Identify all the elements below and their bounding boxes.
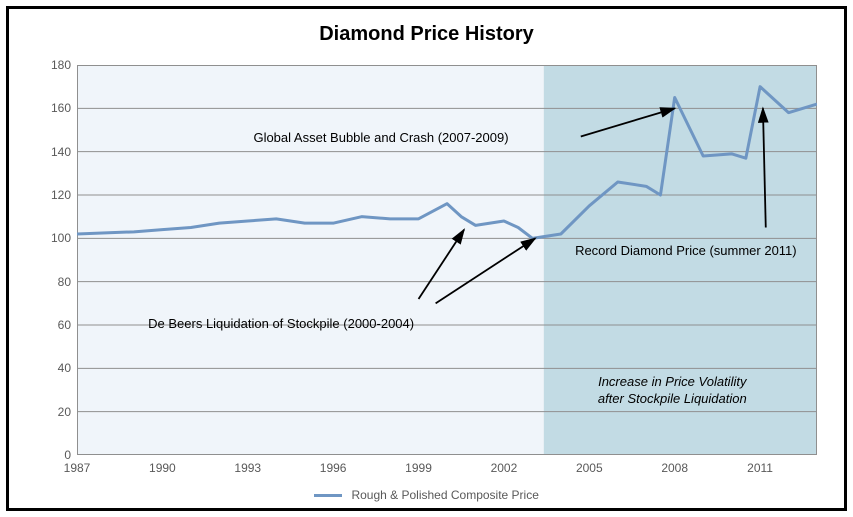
y-tick-label: 140 [51,145,71,159]
y-tick-label: 180 [51,58,71,72]
legend-label: Rough & Polished Composite Price [351,488,538,502]
y-tick-label: 20 [58,405,71,419]
y-tick-label: 80 [58,275,71,289]
x-tick-label: 2011 [747,461,773,475]
legend-swatch [314,494,342,497]
x-tick-label: 1996 [320,461,347,475]
chart-title: Diamond Price History [9,23,844,46]
y-tick-label: 40 [58,361,71,375]
y-tick-label: 120 [51,188,71,202]
annotation-bubble: Global Asset Bubble and Crash (2007-2009… [253,130,508,145]
y-tick-label: 160 [51,101,71,115]
annotation-record: Record Diamond Price (summer 2011) [575,243,797,258]
x-tick-label: 1987 [64,461,91,475]
y-tick-label: 60 [58,318,71,332]
chart-frame: Diamond Price History 020406080100120140… [6,6,847,511]
annotation-debeers: De Beers Liquidation of Stockpile (2000-… [148,316,414,331]
plot-area: 0204060801001201401601801987199019931996… [77,65,817,455]
y-tick-label: 0 [64,448,71,462]
x-tick-label: 2002 [491,461,518,475]
x-tick-label: 1999 [405,461,432,475]
x-tick-label: 2008 [661,461,688,475]
chart-legend: Rough & Polished Composite Price [9,488,844,502]
y-tick-label: 100 [51,231,71,245]
annotation-volatility: Increase in Price Volatilityafter Stockp… [598,373,747,408]
x-tick-label: 1990 [149,461,176,475]
x-tick-label: 1993 [234,461,261,475]
x-tick-label: 2005 [576,461,603,475]
